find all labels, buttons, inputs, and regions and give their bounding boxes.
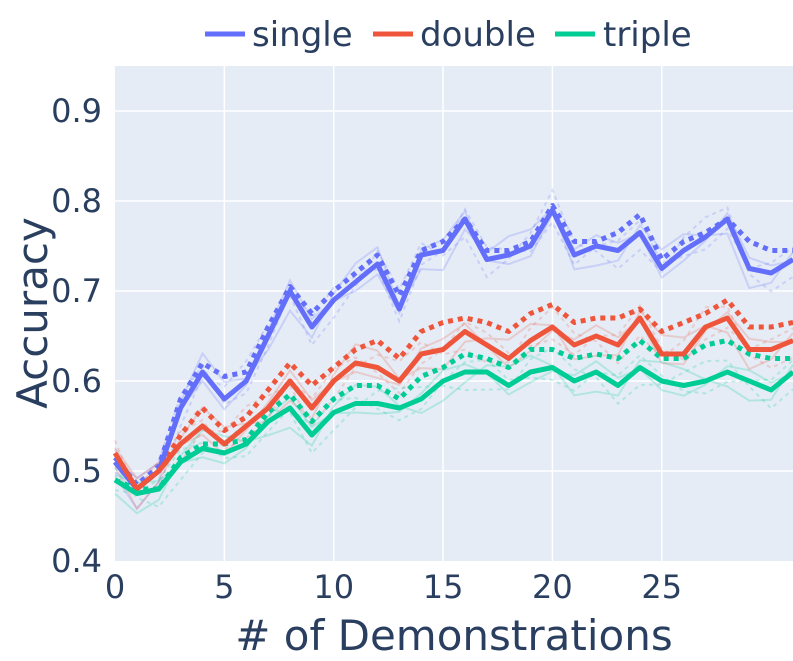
series-line-double [112, 315, 793, 492]
y-tick-label: 0.7 [51, 272, 102, 310]
series-line-dotted-double [113, 297, 793, 492]
series-line-triple [113, 365, 793, 496]
faint-run-line-double [114, 303, 793, 492]
x-axis-title: # of Demonstrations [235, 611, 672, 660]
series-line-dotted-triple [114, 338, 793, 492]
grid [115, 66, 793, 561]
y-tick-label: 0.8 [51, 182, 102, 220]
faint-run-line-double [114, 305, 793, 495]
x-tick-label: 5 [214, 568, 234, 606]
y-tick-label: 0.9 [51, 92, 102, 130]
faint-run-line-triple [114, 353, 793, 496]
x-tick-label: 10 [313, 568, 354, 606]
axis-ticks: 0.4 0.5 0.6 0.7 0.8 0.9 0 5 10 15 20 25 [51, 92, 682, 606]
x-tick-label: 25 [641, 568, 682, 606]
plot-area [115, 66, 793, 561]
legend-label-triple[interactable]: triple [603, 15, 692, 55]
y-axis-title: Accuracy [8, 217, 57, 409]
y-tick-label: 0.5 [51, 452, 102, 490]
series-line-single [113, 207, 793, 492]
faint-run-line-single [114, 207, 793, 491]
x-tick-label: 20 [532, 568, 573, 606]
faint-run-line-triple [114, 360, 793, 484]
faint-run-line-single [114, 206, 793, 511]
faint-run-lines [114, 187, 793, 515]
legend-label-single[interactable]: single [252, 15, 353, 55]
faint-run-line-single [114, 209, 793, 480]
legend-label-double[interactable]: double [420, 15, 536, 55]
faint-run-line-triple [114, 354, 793, 515]
legend[interactable]: single double triple [205, 15, 692, 55]
y-tick-label: 0.6 [51, 362, 102, 400]
y-tick-label: 0.4 [51, 542, 102, 580]
x-tick-label: 0 [105, 568, 125, 606]
faint-run-line-double [114, 309, 793, 511]
x-tick-label: 15 [423, 568, 464, 606]
series-lines [112, 203, 793, 496]
